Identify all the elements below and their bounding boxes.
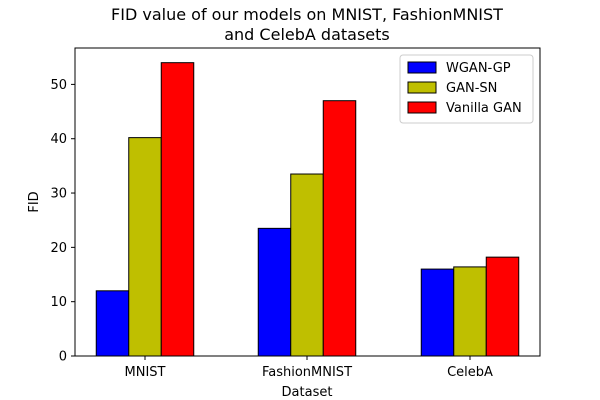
x-axis-label: Dataset [282,385,333,400]
plot-frame [74,47,541,357]
y-axis-label: FID [27,191,42,212]
y-tick-label: 50 [50,78,67,93]
bar-vanilla-gan-celeba [485,256,520,357]
legend-swatch-gan-sn [407,81,437,94]
chart-title-line2: and CelebA datasets [224,25,390,44]
legend-label-gan-sn: GAN-SN [446,81,497,96]
bar-vanilla-gan-mnist [160,62,195,357]
y-tick-label: 40 [50,132,67,147]
x-tick-label: MNIST [125,365,166,380]
bar-wgan-gp-celeba [420,268,455,357]
y-tick-label: 20 [50,241,67,256]
legend-label-wgan-gp: WGAN-GP [446,61,511,76]
bars-group [95,62,520,357]
x-tick-label: FashionMNIST [262,365,352,380]
y-tick-label: 10 [50,295,67,310]
bar-gan-sn-mnist [128,137,162,357]
bar-gan-sn-fashionmnist [290,173,324,357]
bar-gan-sn-celeba [453,266,487,357]
y-tick-label: 0 [59,350,67,365]
bar-wgan-gp-mnist [95,290,130,357]
chart-title-line1: FID value of our models on MNIST, Fashio… [111,5,503,24]
bar-vanilla-gan-fashionmnist [322,100,357,357]
y-tick-label: 30 [50,187,67,202]
legend-label-vanilla-gan: Vanilla GAN [446,101,522,116]
legend-swatch-vanilla-gan [407,101,437,114]
bar-wgan-gp-fashionmnist [257,227,292,357]
x-tick-label: CelebA [447,365,493,380]
legend-swatch-wgan-gp [407,61,437,74]
y-axis: 0 10 20 30 40 50 [50,78,75,365]
legend: WGAN-GP GAN-SN Vanilla GAN [399,54,534,124]
x-axis: MNIST FashionMNIST CelebA [125,356,493,380]
